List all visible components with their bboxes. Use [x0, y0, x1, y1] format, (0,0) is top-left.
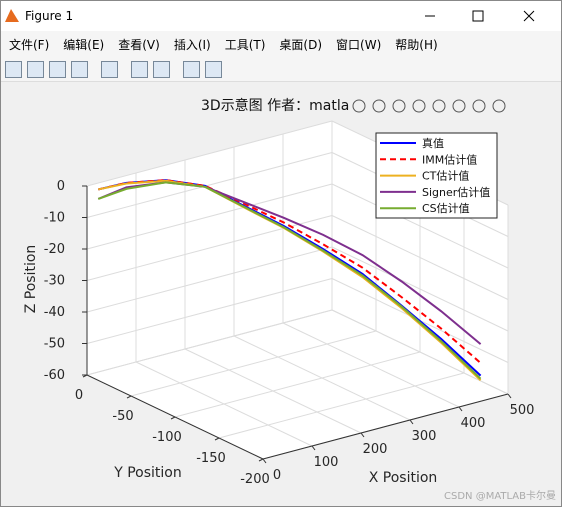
title-bar: Figure 1: [1, 1, 561, 31]
x-tick-label: 200: [363, 442, 388, 457]
colorbar-button[interactable]: [131, 60, 148, 78]
z-tick-label: -60: [44, 368, 65, 383]
tick-mark: [409, 419, 414, 425]
grid-line: [86, 152, 333, 218]
y-axis: [86, 374, 264, 460]
axes-tool-icon[interactable]: [492, 99, 506, 113]
menu-item[interactable]: 工具(T): [224, 37, 266, 52]
legend-button[interactable]: [153, 60, 170, 78]
grid-line: [86, 120, 333, 187]
grid-line: [331, 215, 509, 300]
axes-tool-icon[interactable]: [452, 99, 466, 113]
legend-label: IMM估计值: [422, 153, 477, 166]
x-tick-label: 500: [510, 403, 535, 418]
y-axis-label: Y Position: [113, 465, 182, 481]
legend-label: CT估计值: [422, 170, 469, 183]
menu-item[interactable]: 窗口(W): [336, 37, 382, 52]
axes-tool-icon[interactable]: [472, 99, 486, 113]
tick-mark: [507, 393, 512, 399]
watermark: CSDN @MATLAB卡尔曼: [444, 489, 556, 502]
grid-line: [331, 246, 509, 332]
z-tick-label: -20: [44, 242, 65, 257]
window-controls[interactable]: [411, 1, 561, 31]
series-line: [97, 181, 482, 380]
grid-line: [218, 372, 465, 439]
axes-tool-icon[interactable]: [372, 99, 386, 113]
tick-mark: [262, 458, 267, 464]
y-tick-label: -50: [112, 409, 133, 424]
toolbar: [1, 57, 561, 82]
window-title: Figure 1: [25, 9, 74, 23]
tick-mark: [170, 416, 176, 420]
property-button[interactable]: [205, 60, 222, 78]
grid-line: [130, 330, 377, 397]
tick-mark: [126, 395, 132, 399]
menu-item[interactable]: 查看(V): [118, 37, 160, 52]
menu-item[interactable]: 文件(F): [9, 37, 50, 52]
axes-tool-icon[interactable]: [432, 99, 446, 113]
z-tick-label: -40: [44, 305, 65, 320]
app-icon: [5, 9, 19, 22]
x-tick-label: 100: [314, 455, 339, 470]
new-button[interactable]: [5, 60, 22, 78]
z-tick-label: 0: [57, 179, 65, 194]
print-button[interactable]: [71, 60, 88, 78]
y-tick-label: -100: [152, 430, 182, 445]
legend: 真值 IMM估计值 CT估计值 Signer估计值 CS估计值: [375, 132, 498, 219]
tick-mark: [214, 437, 220, 441]
tick-mark: [311, 445, 316, 451]
x-axis-label: X Position: [369, 470, 438, 486]
x-tick-label: 0: [273, 468, 281, 483]
x-tick-label: 400: [461, 416, 486, 431]
z-axis-label: Z Position: [23, 245, 39, 314]
menu-item[interactable]: 编辑(E): [63, 37, 105, 52]
tick-mark: [360, 432, 365, 438]
legend-label: CS估计值: [422, 202, 470, 215]
chart-title: 3D示意图 作者：matlal: [201, 97, 353, 114]
y-tick-label: -150: [196, 451, 226, 466]
menu-item[interactable]: 帮助(H): [395, 37, 438, 52]
save-button[interactable]: [49, 60, 66, 78]
tick-mark: [458, 406, 463, 412]
grid-line: [331, 309, 509, 395]
y-tick-label: -200: [240, 472, 270, 487]
axes-toolbar: [349, 95, 509, 117]
grid-line: [86, 309, 333, 376]
tick-mark: [258, 458, 264, 462]
y-tick-label: 0: [75, 388, 83, 403]
axes-tool-icon[interactable]: [392, 99, 406, 113]
menu-bar: 文件(F) 编辑(E) 查看(V) 插入(I) 工具(T) 桌面(D) 窗口(W) 帮助(H): [1, 31, 561, 57]
z-tick-label: -10: [44, 211, 65, 226]
z-tick-label: -30: [44, 274, 65, 289]
grid-line: [331, 183, 509, 269]
menu-item[interactable]: 插入(I): [173, 37, 211, 52]
z-tick-label: -50: [44, 337, 65, 352]
grid-line: [86, 246, 333, 313]
axes-tool-icon[interactable]: [352, 99, 366, 113]
grid-line: [86, 278, 333, 344]
legend-label: 真值: [422, 136, 444, 150]
axes-tool-icon[interactable]: [412, 99, 426, 113]
link-button[interactable]: [101, 60, 118, 78]
x-tick-label: 300: [412, 429, 437, 444]
legend-label: Signer估计值: [422, 186, 490, 199]
menu-item[interactable]: 桌面(D): [279, 37, 323, 52]
open-button[interactable]: [27, 60, 44, 78]
grid-line: [86, 183, 333, 250]
x-axis: [262, 393, 509, 460]
chart: 0100200300400500-200-150-100-500-60-50-4…: [23, 95, 556, 502]
grid-line: [174, 351, 421, 418]
pointer-button[interactable]: [183, 60, 200, 78]
